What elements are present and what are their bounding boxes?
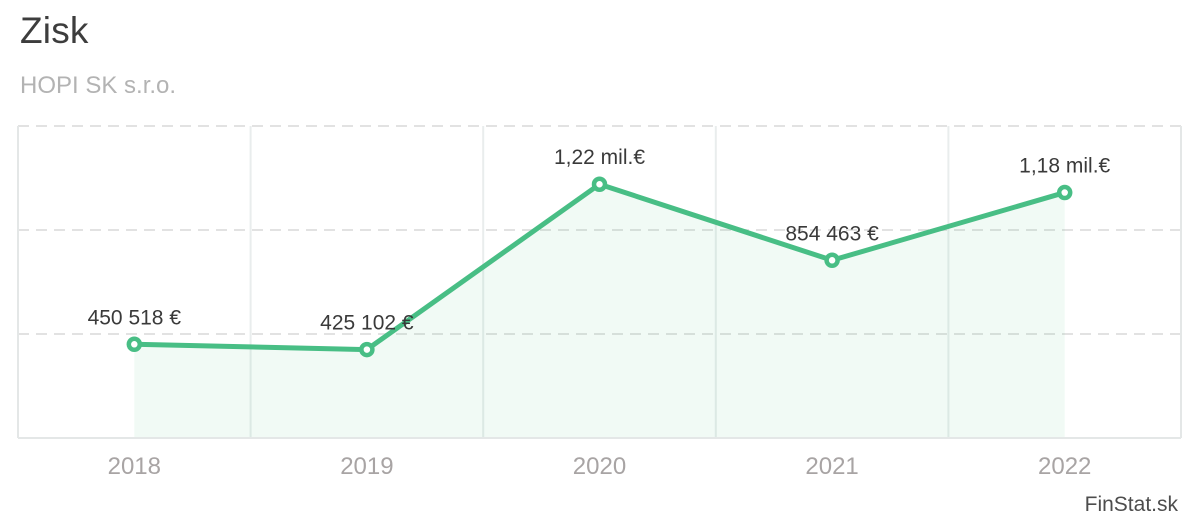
page-title: Zisk [20, 10, 89, 51]
x-axis-label: 2022 [1038, 453, 1091, 480]
data-point-label: 854 463 € [785, 222, 879, 245]
data-point-label: 1,18 mil.€ [1019, 155, 1110, 178]
x-axis-label: 2018 [108, 453, 161, 480]
area-fill [134, 184, 1065, 438]
data-point[interactable] [1056, 184, 1073, 201]
data-point-label: 425 102 € [320, 312, 414, 335]
data-point[interactable] [126, 336, 143, 353]
data-point-label: 450 518 € [88, 306, 182, 329]
x-axis-label: 2020 [573, 453, 626, 480]
x-axis-label: 2019 [340, 453, 393, 480]
data-point[interactable] [824, 252, 840, 269]
page-subtitle: HOPI SK s.r.o. [20, 72, 177, 99]
x-axis-label: 2021 [805, 453, 858, 480]
data-point-label: 1,22 mil.€ [554, 146, 645, 169]
data-point[interactable] [359, 341, 375, 358]
data-point[interactable] [591, 176, 608, 192]
finstat-watermark-link[interactable]: FinStat.sk [1084, 493, 1178, 516]
